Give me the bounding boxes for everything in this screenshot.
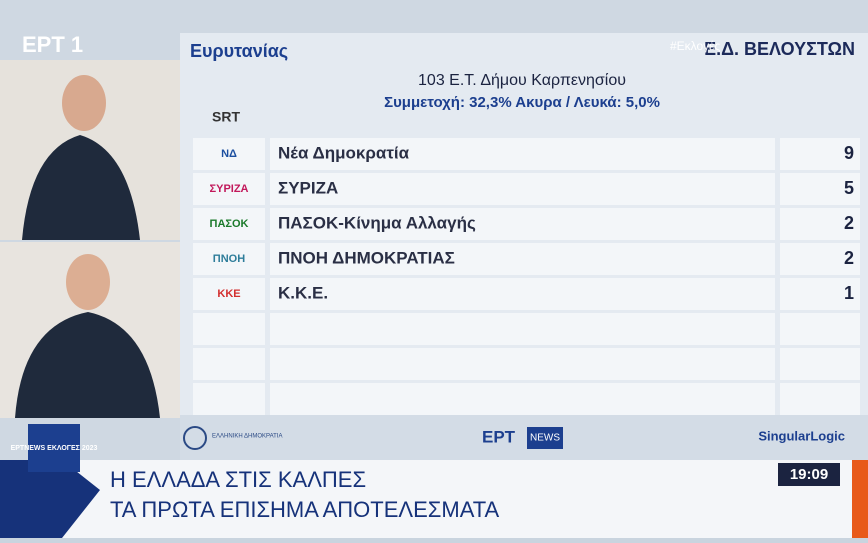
party-name: ΣΥΡΙΖΑ xyxy=(278,178,338,197)
results-table: ΝΔ Νέα Δημοκρατία 9 ΣΥΡΙΖΑ ΣΥΡΙΖΑ 5 ΠΑΣΟΚ ΠΑΣΟΚ… xyxy=(193,138,860,415)
ticker-line: ΤΑ ΠΡΩΤΑ ΕΠΙΣΗΜΑ ΑΠΟΤΕΛΕΣΜΑΤΑ xyxy=(110,497,500,522)
turnout: Συμμετοχή: 32,3% Ακυρα / Λευκά: 5,0% xyxy=(384,94,660,111)
logo-cell xyxy=(193,383,265,415)
logo-cell xyxy=(193,278,265,310)
seats: 2 xyxy=(844,213,854,233)
seat-cell xyxy=(780,383,860,415)
party-logo: ΣΥΡΙΖΑ xyxy=(210,183,249,195)
name-cell xyxy=(270,138,775,170)
seat-cell xyxy=(780,348,860,380)
ticker xyxy=(0,460,868,538)
badge: ΕΡΤNEWS ΕΚΛΟΓΕΣ 2023 xyxy=(11,445,98,452)
presenter-head xyxy=(62,75,106,131)
presenter-head xyxy=(66,254,110,310)
name-cell xyxy=(270,173,775,205)
seats: 9 xyxy=(844,143,854,163)
presenter xyxy=(22,135,140,240)
party-logo: ΠΑΣΟΚ xyxy=(210,218,249,230)
seat-cell xyxy=(780,278,860,310)
seat-cell xyxy=(780,208,860,240)
gov-emblem xyxy=(183,426,207,450)
presenter xyxy=(15,312,160,418)
ticker-shape xyxy=(0,460,100,538)
clock: 19:09 xyxy=(790,466,828,483)
ert-logo: ΕΡΤ xyxy=(482,427,516,446)
logo-cell xyxy=(193,208,265,240)
party-logo: ΝΔ xyxy=(221,148,237,160)
party-name: Νέα Δημοκρατία xyxy=(278,143,410,162)
logo-cell xyxy=(193,348,265,380)
district: Ε.Δ. ΒΕΛΟΥΣΤΩΝ xyxy=(704,39,855,59)
news-logo: NEWS xyxy=(530,433,560,444)
region: Ευρυτανίας xyxy=(190,41,288,61)
source-logo: SRT xyxy=(212,109,240,125)
name-cell xyxy=(270,348,775,380)
seat-cell xyxy=(780,313,860,345)
logo-cell xyxy=(193,138,265,170)
name-cell xyxy=(270,313,775,345)
seat-cell xyxy=(780,138,860,170)
logo-cell xyxy=(193,243,265,275)
name-cell xyxy=(270,383,775,415)
partner-logo: SingularLogic xyxy=(758,428,845,443)
party-name: Κ.Κ.Ε. xyxy=(278,283,328,302)
hashtag: #Εκλογές xyxy=(670,39,721,53)
footer-strip xyxy=(180,415,868,463)
party-logo: ΠΝΟΗ xyxy=(213,253,245,265)
logo-cell xyxy=(193,173,265,205)
news-box xyxy=(527,427,563,449)
name-cell xyxy=(270,208,775,240)
badge-box xyxy=(28,424,80,472)
party-name: ΠΑΣΟΚ-Κίνημα Αλλαγής xyxy=(278,213,476,232)
seats: 5 xyxy=(844,178,854,198)
party-logo: ΚΚΕ xyxy=(217,288,240,300)
channel-logo: ΕΡΤ 1 xyxy=(22,32,83,57)
accent xyxy=(852,460,868,538)
seat-cell xyxy=(780,243,860,275)
party-name: ΠΝΟΗ ΔΗΜΟΚΡΑΤΙΑΣ xyxy=(278,248,455,267)
seats: 1 xyxy=(844,283,854,303)
clock-box xyxy=(778,463,840,486)
ticker-line: Η ΕΛΛΑΔΑ ΣΤΙΣ ΚΑΛΠΕΣ xyxy=(110,467,366,492)
seat-cell xyxy=(780,173,860,205)
gov-label: ΕΛΛΗΝΙΚΗ ΔΗΜΟΚΡΑΤΙΑ xyxy=(212,434,282,440)
seats: 2 xyxy=(844,248,854,268)
name-cell xyxy=(270,278,775,310)
station: 103 Ε.Τ. Δήμου Καρπενησίου xyxy=(418,72,626,89)
name-cell xyxy=(270,243,775,275)
logo-cell xyxy=(193,313,265,345)
